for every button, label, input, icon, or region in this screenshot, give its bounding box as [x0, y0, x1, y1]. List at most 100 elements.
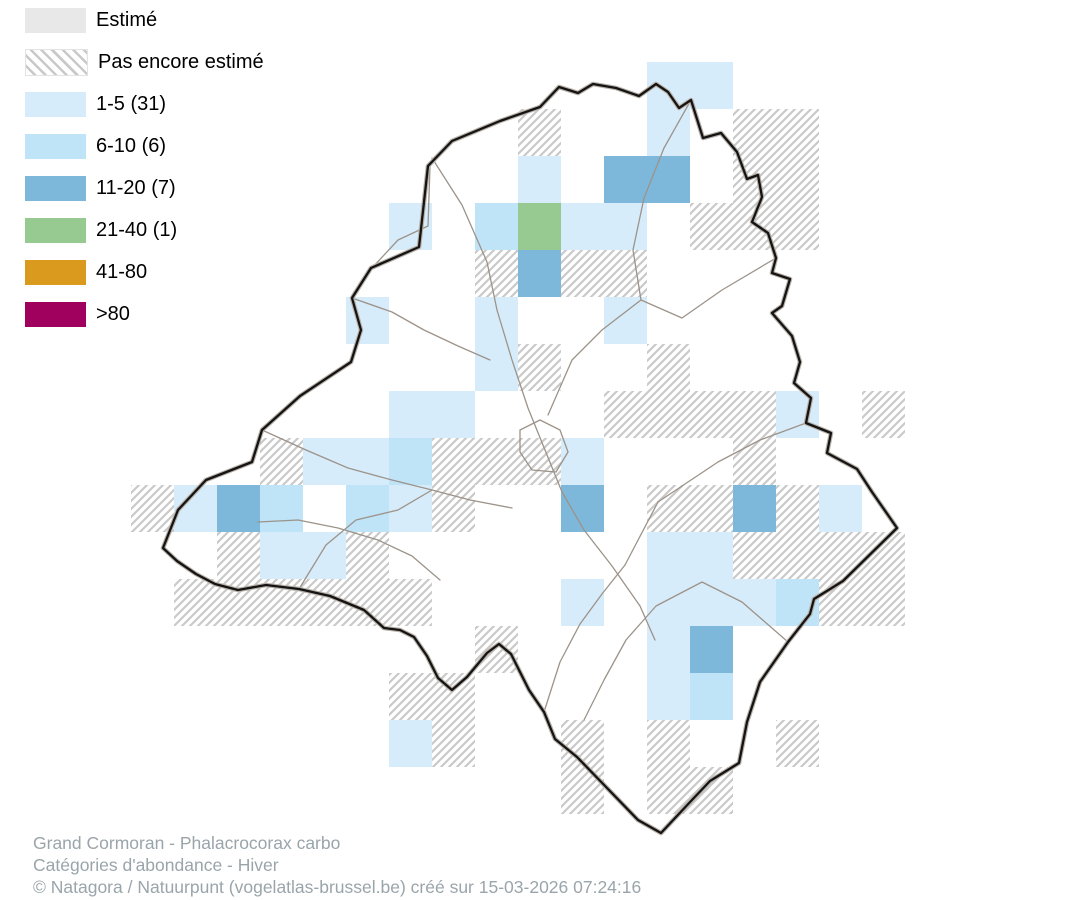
cell-abundance-1-5	[475, 344, 518, 391]
legend-item-abundance-gt80: >80	[25, 302, 264, 327]
cell-abundance-1-5	[561, 203, 604, 250]
cell-abundance-1-5	[733, 579, 776, 626]
cell-not-estimated	[647, 344, 690, 391]
cell-not-estimated	[217, 532, 260, 579]
cell-abundance-11-20	[690, 626, 733, 673]
cell-not-estimated	[647, 720, 690, 767]
cell-abundance-1-5	[389, 485, 432, 532]
cell-abundance-6-10	[346, 485, 389, 532]
cell-not-estimated	[776, 485, 819, 532]
cell-abundance-11-20	[647, 156, 690, 203]
cell-not-estimated	[518, 344, 561, 391]
cell-abundance-6-10	[690, 673, 733, 720]
cell-abundance-1-5	[303, 438, 346, 485]
cell-abundance-1-5	[690, 532, 733, 579]
cell-not-estimated	[690, 391, 733, 438]
cell-not-estimated	[432, 485, 475, 532]
cell-not-estimated	[604, 391, 647, 438]
legend-swatch-abundance-gt80	[25, 302, 86, 327]
cell-abundance-1-5	[475, 297, 518, 344]
cell-abundance-1-5	[690, 62, 733, 109]
municipal-boundary-line	[640, 257, 777, 319]
cell-not-estimated	[733, 438, 776, 485]
legend-swatch-not-yet-estimated	[25, 49, 88, 76]
municipal-boundary-line	[298, 489, 433, 590]
map-caption: Grand Cormoran - Phalacrocorax carbo Cat…	[33, 832, 641, 898]
cell-not-estimated	[518, 438, 561, 485]
cell-not-estimated	[733, 109, 776, 156]
cell-not-estimated	[561, 767, 604, 814]
legend-label-abundance-21-40: 21-40 (1)	[96, 219, 178, 241]
legend-label-abundance-gt80: >80	[96, 303, 130, 325]
legend-item-abundance-6-10: 6-10 (6)	[25, 134, 264, 159]
legend-item-not-yet-estimated: Pas encore estimé	[25, 49, 264, 76]
municipal-boundary-line	[261, 429, 513, 509]
cell-abundance-11-20	[217, 485, 260, 532]
cell-not-estimated	[776, 156, 819, 203]
cell-abundance-21-40	[518, 203, 561, 250]
cell-not-estimated	[346, 532, 389, 579]
cell-abundance-1-5	[604, 203, 647, 250]
cell-abundance-6-10	[475, 203, 518, 250]
legend-swatch-abundance-41-80	[25, 260, 86, 285]
cell-abundance-11-20	[604, 156, 647, 203]
legend-label-estimated: Estimé	[96, 9, 158, 31]
cell-not-estimated	[131, 485, 174, 532]
cell-not-estimated	[862, 391, 905, 438]
legend-label-abundance-1-5: 1-5 (31)	[96, 93, 167, 115]
cell-not-estimated	[561, 720, 604, 767]
municipal-boundary-line	[351, 297, 491, 361]
cell-abundance-1-5	[647, 532, 690, 579]
cell-not-estimated	[647, 391, 690, 438]
legend-label-abundance-11-20: 11-20 (7)	[96, 177, 176, 199]
cell-not-estimated	[174, 579, 217, 626]
cell-abundance-1-5	[432, 391, 475, 438]
cell-abundance-1-5	[260, 532, 303, 579]
cell-abundance-11-20	[733, 485, 776, 532]
cell-abundance-1-5	[647, 109, 690, 156]
cell-not-estimated	[776, 720, 819, 767]
cell-abundance-1-5	[604, 297, 647, 344]
cell-not-estimated	[647, 767, 690, 814]
municipal-boundary-line	[257, 519, 441, 581]
caption-map-type: Catégories d'abondance - Hiver	[33, 855, 279, 875]
legend-item-abundance-11-20: 11-20 (7)	[25, 176, 264, 201]
municipal-boundary-line	[543, 564, 626, 713]
cell-not-estimated	[346, 579, 389, 626]
cell-not-estimated	[690, 203, 733, 250]
cell-abundance-6-10	[260, 485, 303, 532]
caption-copyright: © Natagora / Natuurpunt (vogelatlas-brus…	[33, 877, 642, 897]
legend-label-not-yet-estimated: Pas encore estimé	[98, 51, 264, 73]
cell-abundance-1-5	[389, 720, 432, 767]
municipal-boundary-line	[632, 99, 692, 301]
cell-not-estimated	[733, 391, 776, 438]
cell-not-estimated	[432, 720, 475, 767]
cell-not-estimated	[475, 250, 518, 297]
cell-abundance-1-5	[819, 485, 862, 532]
legend-swatch-estimated	[25, 8, 86, 33]
cell-not-estimated	[561, 250, 604, 297]
region-boundary-line	[161, 82, 899, 835]
cell-abundance-1-5	[647, 626, 690, 673]
legend-swatch-abundance-6-10	[25, 134, 86, 159]
cell-not-estimated	[733, 532, 776, 579]
cell-not-estimated	[389, 673, 432, 720]
cell-abundance-11-20	[518, 250, 561, 297]
cell-abundance-1-5	[647, 673, 690, 720]
legend-label-abundance-6-10: 6-10 (6)	[96, 135, 167, 157]
legend-swatch-abundance-1-5	[25, 92, 86, 117]
cell-abundance-1-5	[561, 579, 604, 626]
cell-not-estimated	[604, 250, 647, 297]
legend-swatch-abundance-11-20	[25, 176, 86, 201]
municipal-boundary-line	[624, 422, 807, 566]
legend-swatch-abundance-21-40	[25, 218, 86, 243]
cell-not-estimated	[647, 485, 690, 532]
legend: Estimé Pas encore estimé 1-5 (31) 6-10 (6) 1…	[25, 8, 264, 344]
cell-abundance-11-20	[561, 485, 604, 532]
cell-not-estimated	[432, 438, 475, 485]
cell-abundance-1-5	[389, 391, 432, 438]
cell-abundance-1-5	[518, 156, 561, 203]
cell-not-estimated	[776, 532, 819, 579]
